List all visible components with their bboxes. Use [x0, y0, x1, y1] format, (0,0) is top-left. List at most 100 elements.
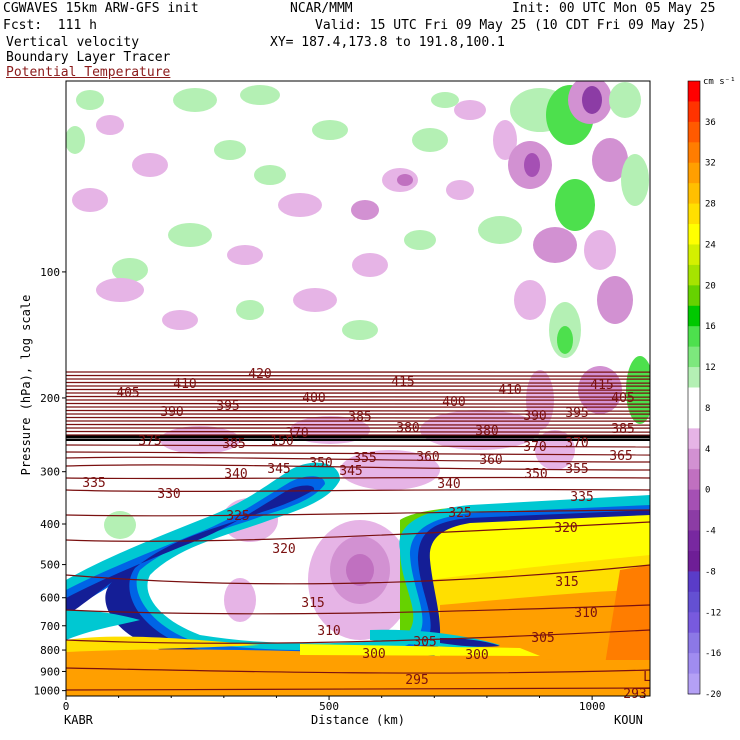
theta-label: 335	[82, 476, 105, 491]
colorbar-label: 32	[705, 159, 716, 169]
w-blob	[76, 90, 104, 110]
theta-contour	[66, 488, 650, 493]
w-blob	[352, 253, 388, 277]
w-blob	[240, 85, 280, 105]
colorbar-label: -16	[705, 649, 721, 659]
theta-contour	[66, 416, 650, 419]
w-blob	[173, 88, 217, 112]
w-blob	[431, 92, 459, 108]
colorbar-label: 0	[705, 486, 710, 496]
colorbar-swatch	[688, 448, 700, 470]
theta-label: 380	[475, 424, 498, 439]
theta-label: 340	[224, 467, 247, 482]
w-blob	[132, 153, 168, 177]
theta-label: 325	[448, 506, 471, 521]
x-axis: 0 500 1000	[63, 696, 646, 713]
theta-label: 390	[523, 409, 546, 424]
w-blob	[168, 223, 212, 247]
w-blob	[96, 115, 124, 135]
theta-contour	[66, 430, 650, 433]
tracer-region	[66, 610, 140, 640]
theta-label: 350	[309, 456, 332, 471]
theta-label: 385	[611, 422, 634, 437]
theta-contour	[66, 564, 650, 585]
theta-label: 405	[611, 391, 634, 406]
x-tick-label: 0	[63, 700, 70, 713]
init-time: Init: 00 UTC Mon 05 May 25	[512, 1, 716, 16]
colorbar-swatch	[688, 571, 700, 593]
colorbar: 36 32 28 24 20 16 12 8 4 0 -4 -8 -12 -16 -20	[687, 80, 721, 700]
x-tick-label: 500	[319, 700, 339, 713]
theta-label: 150	[270, 434, 293, 449]
theta-label: 355	[353, 451, 376, 466]
colorbar-swatch	[688, 81, 700, 102]
colorbar-swatch	[688, 387, 700, 409]
colorbar-label: -8	[705, 567, 716, 577]
colorbar-label: 4	[705, 445, 710, 455]
colorbar-label: -20	[705, 690, 721, 700]
cross-section-coords: XY= 187.4,173.8 to 191.8,100.1	[270, 35, 505, 50]
theta-label: 310	[317, 624, 340, 639]
theta-label: 395	[565, 406, 588, 421]
y-axis: 100 200 300 400 500 600 700 800 900 1000	[34, 266, 66, 698]
theta-label: 355	[565, 462, 588, 477]
y-tick-label: 100	[40, 266, 60, 279]
w-blob	[293, 288, 337, 312]
w-blob	[404, 230, 436, 250]
w-blob	[533, 227, 577, 263]
colorbar-label: -4	[705, 527, 716, 537]
theta-label: 345	[339, 464, 362, 479]
tracer-region	[300, 644, 540, 656]
w-blob	[104, 511, 136, 539]
theta-label: 305	[413, 635, 436, 650]
y-axis-label: Pressure (hPa), log scale	[19, 295, 33, 476]
theta-label: 385	[348, 410, 371, 425]
theta-label: 305	[531, 631, 554, 646]
theta-label: 293	[623, 687, 646, 702]
theta-contour	[66, 667, 650, 674]
field-vertical-velocity: Vertical velocity	[6, 35, 140, 50]
w-blob	[96, 278, 144, 302]
w-blob	[162, 310, 198, 330]
theta-contour	[66, 604, 650, 615]
colorbar-label: -12	[705, 608, 721, 618]
theta-label: 380	[396, 421, 419, 436]
colorbar-swatch	[688, 121, 700, 143]
w-blob	[66, 126, 85, 154]
theta-label: 335	[570, 490, 593, 505]
theta-label: 320	[554, 521, 577, 536]
theta-label: L	[643, 670, 651, 685]
x-axis-label: Distance (km)	[311, 713, 405, 727]
theta-label: 415	[391, 375, 414, 390]
w-blob	[412, 128, 448, 152]
colorbar-swatch	[688, 550, 700, 572]
y-tick-label: 500	[40, 559, 60, 572]
colorbar-swatch	[688, 203, 700, 225]
y-tick-label: 900	[40, 665, 60, 678]
y-tick-label: 300	[40, 466, 60, 479]
colorbar-swatch	[688, 326, 700, 348]
y-tick-label: 600	[40, 592, 60, 605]
w-blob	[555, 179, 595, 231]
colorbar-swatch	[688, 653, 700, 675]
w-blob	[478, 216, 522, 244]
colorbar-label: 8	[705, 404, 710, 414]
theta-label: 295	[405, 673, 428, 688]
colorbar-swatch	[688, 489, 700, 511]
w-blob	[397, 174, 413, 186]
theta-label: 395	[216, 399, 239, 414]
w-blob	[236, 300, 264, 320]
w-blob	[227, 245, 263, 265]
theta-contour	[66, 456, 650, 463]
theta-label: 390	[160, 405, 183, 420]
theta-label: 345	[267, 462, 290, 477]
theta-label: 300	[362, 647, 385, 662]
w-blob	[524, 153, 540, 177]
w-blob	[224, 578, 256, 622]
w-blob	[254, 165, 286, 185]
theta-label: 370	[565, 436, 588, 451]
theta-contour	[66, 409, 650, 412]
colorbar-swatch	[688, 101, 700, 123]
theta-label: 410	[173, 377, 196, 392]
